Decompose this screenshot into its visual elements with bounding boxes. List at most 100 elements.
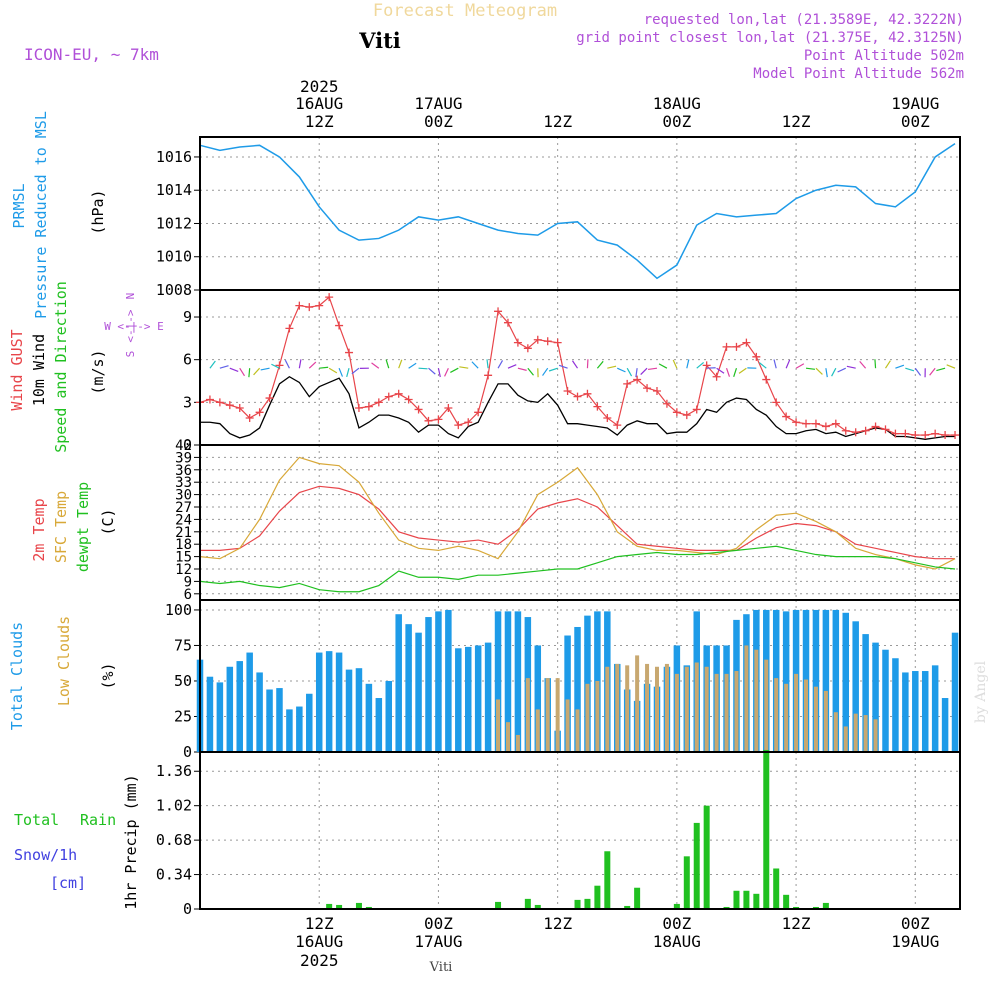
wind-direction-arrow [418,367,428,370]
wind-direction-arrow [229,367,239,372]
gust-marker [603,413,612,422]
gust-marker [543,337,552,346]
wind-direction-arrow [905,367,915,372]
wind-direction-arrow [805,367,816,370]
bottom-time-date: 18AUG [653,932,701,951]
wind-direction-arrow [686,359,690,369]
gust-marker [931,429,940,438]
tick-label-temp: 15 [175,550,192,566]
tick-label-temp: 24 [175,512,192,528]
tick-label-pressure: 1008 [156,281,192,299]
total-cloud-bar [921,671,929,752]
gust-marker [335,321,344,330]
wind-direction-arrow [428,367,436,375]
low-cloud-bar [555,678,560,752]
total-cloud-bar [296,706,303,752]
dewpt-label: dewpt Temp [74,482,92,572]
wind-direction-arrow [785,359,791,369]
low-cloud-bar [744,645,749,752]
total-cloud-bar [564,635,571,752]
wind-series [200,375,956,440]
wind-direction-arrow [271,363,280,369]
tick-label-precip: 1.02 [156,797,192,815]
wind-direction-arrow [859,361,867,369]
wind-direction-arrow [260,367,270,371]
low-cloud-bar [496,699,501,752]
rain-bar [336,904,343,909]
rain-bar [534,904,541,909]
wind-direction-arrow [558,364,568,369]
tick-label-clouds: 25 [174,707,192,725]
low-cloud-bar [625,665,630,752]
chart-title: Forecast Meteogram [373,1,557,21]
rain-bar [584,898,591,909]
total-cloud-bar [822,609,830,752]
wind-direction-arrow [946,364,956,369]
pressure-unit: (hPa) [89,189,107,234]
rain-bar [783,894,790,909]
low-cloud-bar [833,712,838,752]
rain-bar [753,893,760,909]
gust-marker [235,404,244,413]
wind-direction-arrow [542,367,549,376]
wind-direction-arrow [716,367,725,374]
low-cloud-bar [525,678,530,752]
wind-direction-arrow [338,367,344,377]
rain-bar [822,902,829,909]
gust-marker [861,426,870,435]
gust-series [199,296,956,436]
total-cloud-bar [951,632,959,752]
gust-marker [792,418,801,427]
gust-marker [742,338,751,347]
gust-marker [245,413,254,422]
total-cloud-bar [464,646,472,752]
total-cloud-bar [325,651,333,752]
wind-direction-arrow [733,368,738,377]
tick-label-pressure: 1014 [156,181,192,199]
pressure-series [199,143,956,280]
rain-bar [703,805,710,909]
compass-vertical: <-|-> [124,309,137,342]
tick-label-pressure: 1012 [156,214,192,232]
gust-marker [782,412,791,421]
grid-point-coords: grid point closest lon,lat (21.375E, 42.… [576,30,964,46]
gust-marker [364,402,373,411]
tick-label-temp: 39 [175,450,192,466]
tick-label-clouds: 100 [165,601,192,619]
tick-label-temp: 21 [175,525,192,541]
rain-bar [495,901,502,909]
wind-direction-arrow [874,359,877,369]
low-cloud-bar [774,678,779,752]
tick-label-temp: 27 [175,500,192,516]
total-cloud-bar [425,617,432,752]
wind-direction-arrow [640,367,648,375]
location-name: Viti [358,28,401,53]
top-time-date: 16AUG [295,94,343,113]
wind-unit: (m/s) [89,349,107,394]
wind-direction-arrow [239,367,246,377]
wind-direction-arrow [831,367,837,377]
low-cloud-bar [784,683,789,752]
wind-direction-arrow [647,367,658,371]
gust-marker [474,408,483,417]
total-cloud-bar [355,668,363,752]
snow-unit: [cm] [50,874,86,892]
low-cloud-bar [575,709,580,752]
rain-bar [624,905,631,909]
low-cloud-bar [605,666,610,752]
total-cloud-bar [782,611,790,752]
gust-marker [434,415,443,424]
low-cloud-bar [794,673,799,752]
total-cloud-bar [494,611,502,752]
gust-marker [583,389,592,398]
wind-direction-arrow [617,367,626,373]
total-cloud-bar [912,671,919,752]
gust-marker [692,405,701,414]
gust-marker [901,429,910,438]
low-cloud-bar [813,686,818,752]
wind-direction-arrow [219,365,229,369]
total-cloud-bar [902,672,909,752]
rain-bar [743,890,750,909]
wind-direction-arrow [253,367,261,376]
